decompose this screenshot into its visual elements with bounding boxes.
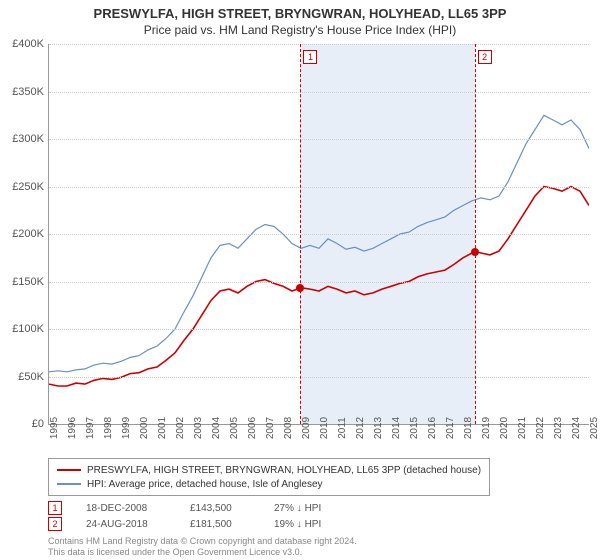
footer-line: Contains HM Land Registry data © Crown c…: [48, 536, 357, 546]
gridline: [49, 187, 589, 188]
footer-text: Contains HM Land Registry data © Crown c…: [48, 536, 357, 558]
sale-row: 2 24-AUG-2018 £181,500 19% ↓ HPI: [48, 516, 321, 532]
gridline: [49, 377, 589, 378]
sale-delta: 19% ↓ HPI: [274, 519, 321, 530]
x-axis-label: 2006: [247, 417, 258, 439]
y-axis-label: £50K: [4, 371, 44, 383]
sale-date: 24-AUG-2018: [86, 519, 166, 530]
sales-table: 1 18-DEC-2008 £143,500 27% ↓ HPI 2 24-AU…: [48, 500, 321, 532]
marker-line: [300, 44, 301, 424]
x-axis-label: 2012: [355, 417, 366, 439]
sale-price: £181,500: [190, 519, 250, 530]
x-axis-label: 2023: [553, 417, 564, 439]
y-axis-label: £250K: [4, 181, 44, 193]
sale-delta: 27% ↓ HPI: [274, 503, 321, 514]
series-hpi: [49, 115, 589, 372]
marker-line: [475, 44, 476, 424]
x-axis-label: 1999: [121, 417, 132, 439]
sale-price: £143,500: [190, 503, 250, 514]
y-axis-label: £300K: [4, 133, 44, 145]
y-axis-label: £200K: [4, 228, 44, 240]
x-axis-label: 2025: [589, 417, 600, 439]
chart-subtitle: Price paid vs. HM Land Registry's House …: [0, 21, 600, 41]
sale-date: 18-DEC-2008: [86, 503, 166, 514]
gridline: [49, 234, 589, 235]
y-axis-label: £0: [4, 418, 44, 430]
gridline: [49, 92, 589, 93]
chart-title: PRESWYLFA, HIGH STREET, BRYNGWRAN, HOLYH…: [0, 0, 600, 21]
plot-area: £0£50K£100K£150K£200K£250K£300K£350K£400…: [48, 44, 589, 425]
x-axis-label: 2001: [157, 417, 168, 439]
x-axis-label: 2000: [139, 417, 150, 439]
x-axis-label: 2002: [175, 417, 186, 439]
x-axis-label: 2020: [499, 417, 510, 439]
gridline: [49, 329, 589, 330]
x-axis-label: 2008: [283, 417, 294, 439]
x-axis-label: 2016: [427, 417, 438, 439]
x-axis-label: 1996: [67, 417, 78, 439]
x-axis-label: 2003: [193, 417, 204, 439]
x-axis-label: 2005: [229, 417, 240, 439]
x-axis-label: 1995: [49, 417, 60, 439]
x-axis-label: 2022: [535, 417, 546, 439]
footer-line: This data is licensed under the Open Gov…: [48, 547, 302, 557]
y-axis-label: £350K: [4, 86, 44, 98]
series-address: [49, 187, 589, 387]
x-axis-label: 2004: [211, 417, 222, 439]
x-axis-label: 2024: [571, 417, 582, 439]
sale-marker-icon: 1: [48, 501, 62, 515]
x-axis-label: 2010: [319, 417, 330, 439]
gridline: [49, 139, 589, 140]
x-axis-label: 2009: [301, 417, 312, 439]
y-axis-label: £100K: [4, 323, 44, 335]
sale-dot-icon: [471, 248, 479, 256]
y-axis-label: £150K: [4, 276, 44, 288]
y-axis-label: £400K: [4, 38, 44, 50]
x-axis-label: 2011: [337, 417, 348, 439]
sale-row: 1 18-DEC-2008 £143,500 27% ↓ HPI: [48, 500, 321, 516]
x-axis-label: 2015: [409, 417, 420, 439]
chart-container: PRESWYLFA, HIGH STREET, BRYNGWRAN, HOLYH…: [0, 0, 600, 560]
sale-dot-icon: [296, 284, 304, 292]
x-axis-label: 2007: [265, 417, 276, 439]
x-axis-label: 2013: [373, 417, 384, 439]
x-axis-label: 2021: [517, 417, 528, 439]
legend-box: PRESWYLFA, HIGH STREET, BRYNGWRAN, HOLYH…: [48, 458, 490, 496]
legend-item: HPI: Average price, detached house, Isle…: [57, 477, 481, 491]
x-axis-label: 1998: [103, 417, 114, 439]
legend-label: PRESWYLFA, HIGH STREET, BRYNGWRAN, HOLYH…: [87, 465, 481, 476]
sale-marker-icon: 2: [48, 517, 62, 531]
legend-swatch: [57, 469, 81, 471]
x-axis-label: 2014: [391, 417, 402, 439]
legend-swatch: [57, 483, 81, 485]
x-axis-label: 2017: [445, 417, 456, 439]
marker-label: 2: [478, 50, 492, 64]
legend-item: PRESWYLFA, HIGH STREET, BRYNGWRAN, HOLYH…: [57, 463, 481, 477]
x-axis-label: 2019: [481, 417, 492, 439]
x-axis-label: 2018: [463, 417, 474, 439]
legend-label: HPI: Average price, detached house, Isle…: [87, 479, 323, 490]
gridline: [49, 44, 589, 45]
gridline: [49, 282, 589, 283]
x-axis-label: 1997: [85, 417, 96, 439]
marker-label: 1: [303, 50, 317, 64]
